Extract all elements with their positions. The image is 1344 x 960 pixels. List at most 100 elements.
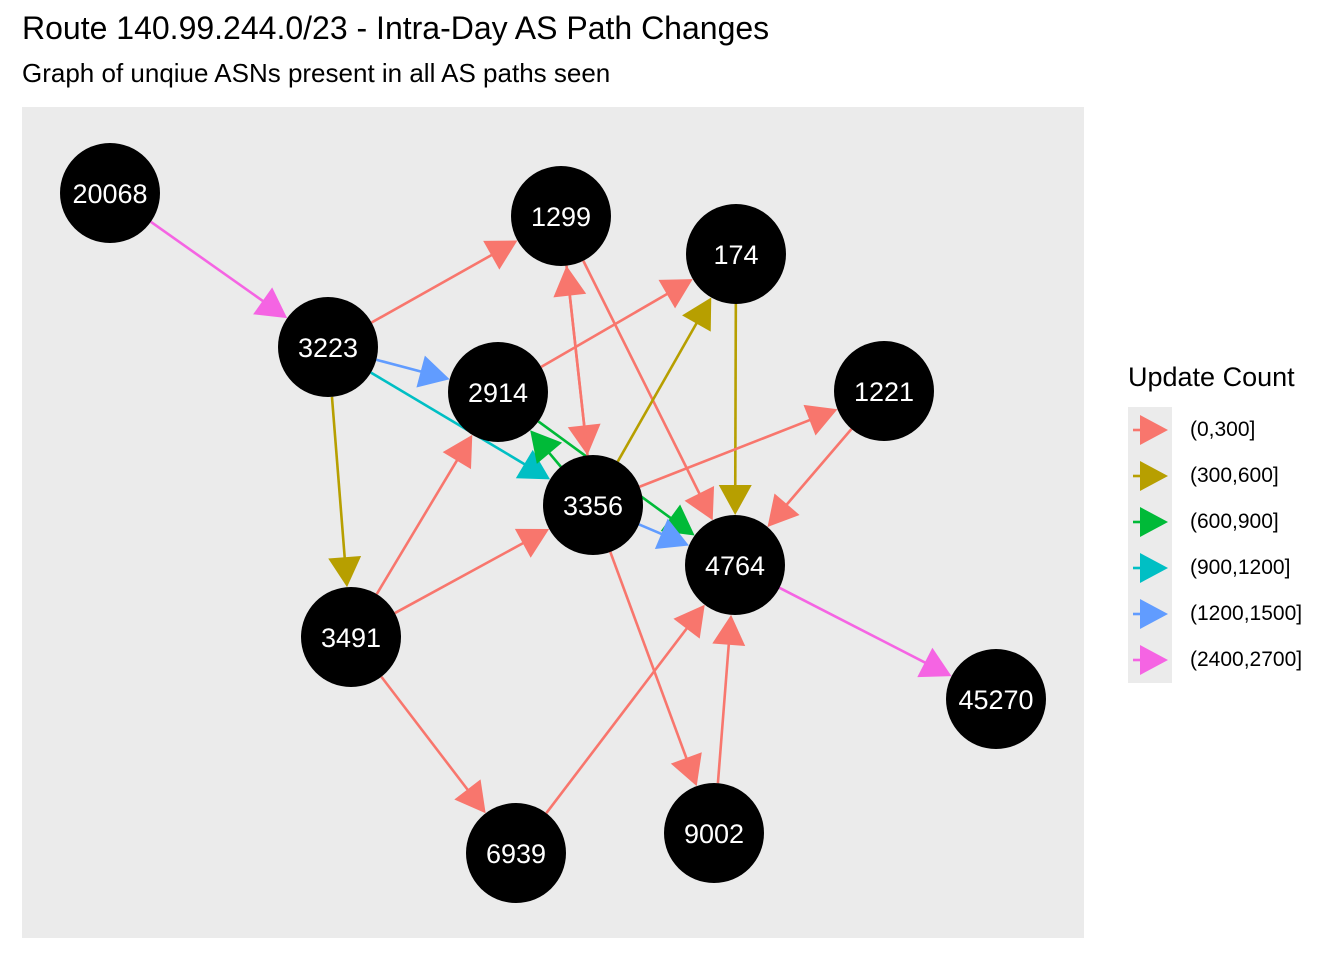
edge-line (609, 551, 689, 763)
chart-subtitle: Graph of unqiue ASNs present in all AS p… (22, 58, 611, 88)
edge-1221-to-4764 (767, 428, 853, 528)
edge-line (370, 252, 496, 324)
node-1221[interactable]: 1221 (834, 341, 934, 441)
node-circle (543, 455, 643, 555)
node-label: 4764 (705, 551, 765, 581)
edge-line (778, 586, 929, 666)
edge-arrowhead (682, 297, 712, 332)
edge-3491-to-3356 (394, 528, 550, 615)
edge-line (330, 396, 347, 562)
node-circle (301, 587, 401, 687)
edge-arrowhead (328, 555, 362, 588)
node-3223[interactable]: 3223 (278, 297, 378, 397)
edge-arrowhead (553, 265, 587, 298)
edge-line (616, 319, 700, 463)
legend-item: (0,300] (1128, 407, 1302, 453)
edge-arrowhead (670, 752, 702, 787)
edge-4764-to-45270 (778, 586, 952, 678)
edge-line (568, 291, 589, 456)
edge-line (380, 675, 471, 794)
legend-item: (300,600] (1128, 453, 1302, 499)
edge-arrowhead (684, 486, 715, 521)
edge-arrowhead (673, 604, 705, 639)
node-circle (278, 297, 378, 397)
edge-line (639, 417, 814, 488)
legend-item-label: (300,600] (1190, 464, 1279, 487)
edge-arrowhead (483, 240, 518, 270)
node-circle (834, 341, 934, 441)
legend-arrow-icon (1128, 637, 1172, 683)
node-circle (448, 342, 548, 442)
edge-3356-to-1299 (553, 265, 589, 456)
node-circle (511, 166, 611, 266)
node-circle (685, 515, 785, 615)
node-2914[interactable]: 2914 (448, 342, 548, 442)
legend-title: Update Count (1128, 362, 1295, 392)
node-label: 1299 (531, 202, 591, 232)
node-label: 6939 (486, 839, 546, 869)
legend-item-label: (900,1200] (1190, 556, 1291, 579)
edges-layer (150, 220, 952, 814)
node-4764[interactable]: 4764 (685, 515, 785, 615)
legend-item-label: (2400,2700] (1190, 648, 1303, 671)
edge-arrowhead (718, 484, 752, 516)
legend-arrow-icon (1128, 407, 1172, 453)
edge-arrowhead (442, 434, 473, 470)
node-label: 3356 (563, 491, 623, 521)
edge-line (733, 303, 738, 490)
edge-line (370, 371, 529, 468)
node-9002[interactable]: 9002 (664, 783, 764, 883)
edge-arrowhead (515, 449, 551, 480)
node-3491[interactable]: 3491 (301, 587, 401, 687)
chart-title: Route 140.99.244.0/23 - Intra-Day AS Pat… (22, 10, 770, 46)
edge-20068-to-3223 (150, 220, 288, 319)
edge-line (540, 290, 671, 369)
edge-3223-to-2914 (376, 355, 450, 388)
node-circle (686, 204, 786, 304)
node-circle (466, 803, 566, 903)
edge-line (150, 220, 267, 305)
node-label: 2914 (468, 378, 528, 408)
edge-arrowhead (530, 430, 563, 464)
edge-3356-to-2914 (530, 430, 563, 468)
edge-arrowhead (803, 404, 838, 436)
edge-arrowhead (917, 647, 952, 678)
edge-1299-to-4764 (582, 260, 715, 521)
node-45270[interactable]: 45270 (946, 649, 1046, 749)
node-label: 3491 (321, 623, 381, 653)
legend-item: (1200,1500] (1128, 591, 1302, 637)
edge-arrowhead (253, 287, 288, 319)
edge-3491-to-6939 (380, 675, 486, 814)
edge-3223-to-1299 (370, 240, 518, 324)
edge-174-to-4764 (718, 303, 752, 516)
edge-3223-to-3356 (370, 371, 551, 480)
node-20068[interactable]: 20068 (60, 143, 160, 243)
node-label: 1221 (854, 377, 914, 407)
node-circle (60, 143, 160, 243)
node-6939[interactable]: 6939 (466, 803, 566, 903)
edge-line (545, 624, 691, 814)
legend-arrow-icon (1128, 591, 1172, 637)
edge-3223-to-3491 (328, 396, 362, 588)
node-3356[interactable]: 3356 (543, 455, 643, 555)
node-circle (946, 649, 1046, 749)
edge-line (375, 456, 461, 595)
edge-line (783, 428, 853, 509)
legend: Update Count (0,300] (300,600] (600,900] (9… (1128, 362, 1302, 683)
edge-line (716, 640, 731, 784)
legend-items: (0,300] (300,600] (600,900] (900,1200] (1200… (1128, 407, 1302, 683)
node-label: 20068 (72, 179, 147, 209)
edge-line (376, 358, 425, 374)
edge-3356-to-4764 (638, 518, 689, 550)
node-label: 45270 (958, 685, 1033, 715)
edge-arrowhead (658, 279, 693, 309)
legend-item-label: (0,300] (1190, 418, 1256, 441)
node-1299[interactable]: 1299 (511, 166, 611, 266)
edge-arrowhead (514, 528, 550, 558)
edge-arrowhead (567, 423, 601, 456)
node-174[interactable]: 174 (686, 204, 786, 304)
edge-line (394, 540, 527, 615)
legend-item-label: (1200,1500] (1190, 602, 1303, 625)
legend-arrow-icon (1128, 545, 1172, 591)
legend-arrow-icon (1128, 453, 1172, 499)
